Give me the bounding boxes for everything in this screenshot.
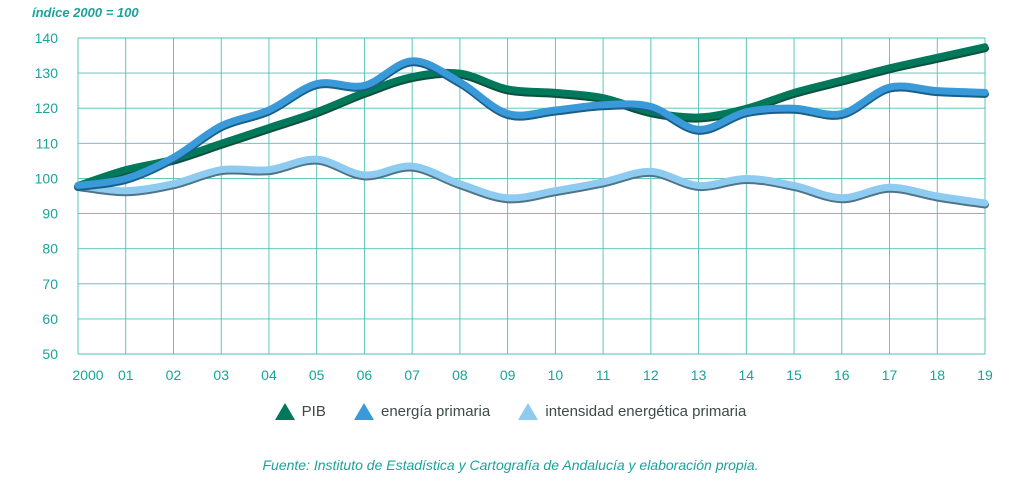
y-tick-label: 100 [35,170,59,186]
y-tick-label: 50 [42,346,58,362]
y-tick-label: 60 [42,311,58,327]
y-tick-label: 90 [42,206,58,222]
legend-item-intensidad-energetica: intensidad energética primaria [518,403,746,420]
x-tick-label: 10 [548,367,564,383]
series-line-intensidad-energetica [78,159,985,203]
x-tick-label: 13 [691,367,707,383]
legend-label-pib: PIB [302,403,326,420]
y-tick-label: 80 [42,241,58,257]
x-tick-label: 09 [500,367,516,383]
x-tick-label: 04 [261,367,277,383]
line-chart: 50 60 70 80 90 100 110 120 130 140 2000 01 02 03 04 05 0… [0,0,1021,400]
y-tick-label: 130 [35,65,59,81]
y-tick-label: 120 [35,100,59,116]
x-tick-label: 12 [643,367,659,383]
legend: PIB energía primaria intensidad energéti… [0,403,1021,424]
x-tick-label: 01 [118,367,134,383]
x-tick-label: 07 [404,367,420,383]
legend-triangle-icon [275,403,295,420]
x-tick-label: 05 [309,367,325,383]
x-tick-label: 16 [834,367,850,383]
y-tick-label: 140 [35,30,59,46]
legend-label-intensidad-energetica: intensidad energética primaria [545,403,746,420]
legend-triangle-icon [354,403,374,420]
x-tick-label: 2000 [72,367,103,383]
x-tick-label: 02 [166,367,182,383]
source-note: Fuente: Instituto de Estadística y Carto… [0,457,1021,473]
x-tick-label: 14 [739,367,755,383]
x-tick-label: 08 [452,367,468,383]
x-tick-label: 17 [882,367,898,383]
legend-item-energia-primaria: energía primaria [354,403,490,420]
x-tick-label: 19 [977,367,993,383]
legend-label-energia-primaria: energía primaria [381,403,490,420]
y-tick-label: 110 [36,135,59,151]
x-tick-label: 18 [929,367,945,383]
legend-triangle-icon [518,403,538,420]
y-tick-label: 70 [42,276,58,292]
x-tick-label: 03 [213,367,229,383]
legend-item-pib: PIB [275,403,326,420]
x-tick-label: 06 [357,367,373,383]
x-tick-label: 15 [786,367,802,383]
x-tick-label: 11 [596,367,611,383]
